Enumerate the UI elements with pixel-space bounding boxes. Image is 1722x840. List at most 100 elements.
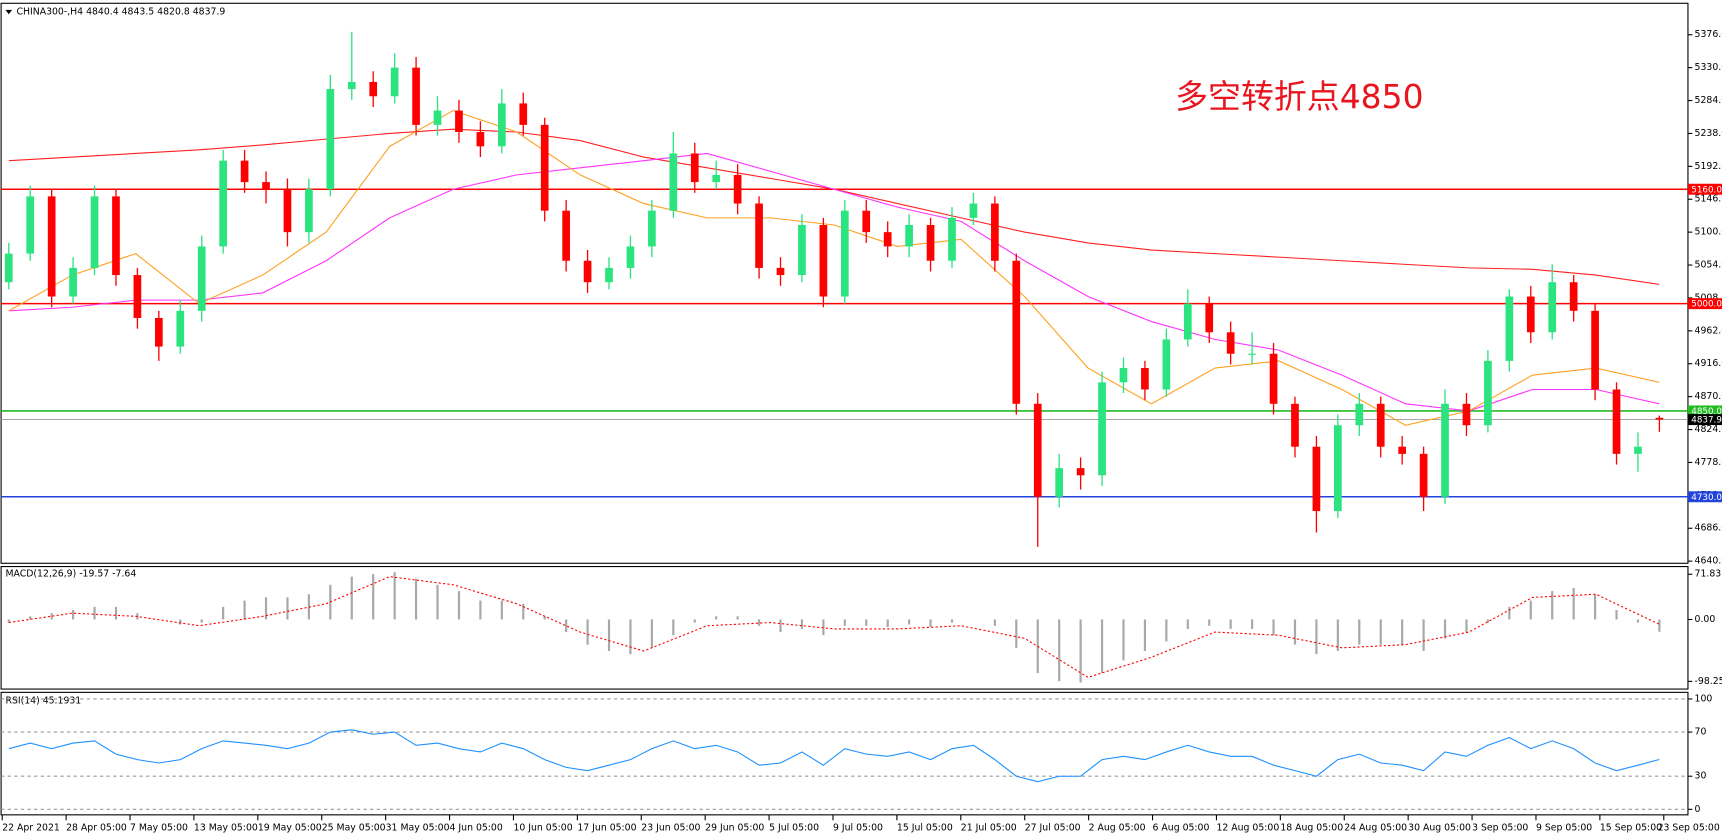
macd-bar [1379,619,1382,645]
candle-body [1462,403,1471,426]
macd-bar [393,572,396,620]
candle-body [840,210,849,297]
macd-bar [607,619,611,651]
y-tick-label: 5284.0 [1695,95,1722,106]
macd-bar [414,578,418,620]
x-tick-label: 3 Sep 05:00 [1472,822,1528,833]
macd-bar [7,619,10,623]
candle-body [1055,468,1064,497]
candle-body [1205,303,1214,333]
macd-bar [736,616,739,620]
macd-bar [350,576,353,620]
macd-bar [586,619,589,645]
y-tick-label: 100 [1695,693,1713,704]
macd-bar [200,619,203,623]
candle-body [412,67,420,125]
macd-bar [1465,619,1468,633]
macd-bar [1122,619,1125,661]
macd-bar [1229,619,1232,629]
macd-bar [286,597,289,620]
candle-body [1312,446,1321,512]
y-tick-label: 0 [1695,804,1701,815]
macd-bar [29,616,32,620]
macd-bar [243,600,246,620]
y-tick-label: 4824.0 [1695,424,1722,435]
x-tick-label: 22 Apr 2021 [2,822,60,833]
macd-bar [800,619,804,629]
y-tick-label: 5192.0 [1695,161,1722,172]
macd-bar [372,574,375,620]
macd-bar [757,619,761,626]
macd-bar [1401,619,1404,645]
macd-bar [1358,619,1361,645]
candle-body [819,224,828,297]
x-tick-label: 21 Jul 05:00 [961,822,1017,833]
y-tick-label: 4640.0 [1695,556,1722,567]
macd-bar [865,619,868,626]
annotation: 多空转折点4850 [1175,77,1423,116]
macd-bar [1658,619,1661,632]
moving-average [8,152,1660,412]
macd-bar [908,619,911,625]
rsi-line [8,729,1660,783]
x-tick-label: 5 Jul 05:00 [769,822,819,833]
y-tick-label: -98.25 [1695,676,1722,687]
x-tick-label: 10 Jun 05:00 [513,822,572,833]
menu-arrow[interactable] [5,9,13,15]
candle-body [605,267,613,283]
candle-body [497,103,506,147]
candle-body [1484,360,1492,426]
macd-bar [1572,587,1575,620]
candle-body [47,196,56,297]
macd-bar [650,619,653,648]
candle-body [991,203,999,261]
y-tick-label: 30 [1695,771,1707,782]
macd-bar [1422,619,1425,651]
macd-bar [672,619,675,636]
y-tick-label: 5146.0 [1695,194,1722,205]
candle-body [240,160,249,183]
candle-body [1419,453,1428,497]
x-tick-label: 4 Jun 05:00 [450,822,503,833]
candle-body [1248,353,1256,355]
candle-body [1334,425,1342,512]
candle-body [326,89,335,190]
macd-label: MACD(12,26,9) -19.57 -7.64 [5,569,136,580]
macd-bar [1615,610,1618,620]
candle-body [112,196,120,276]
candle-body [712,174,721,183]
candle-body [669,153,678,211]
macd-bar [1293,619,1297,645]
macd-bar [1079,619,1082,683]
candle-body [583,260,592,283]
candle-body [626,246,635,268]
macd-bar [93,606,96,620]
candle-body [1548,282,1557,333]
macd-bar [543,616,546,620]
macd-bar [993,619,996,626]
macd-bar [457,591,461,620]
macd-signal [8,576,1660,678]
x-tick-label: 12 Aug 05:00 [1216,822,1279,833]
x-tick-label: 15 Sep 05:00 [1600,822,1662,833]
macd-bar [715,616,718,620]
y-tick-label: 5330.0 [1695,62,1722,73]
x-tick-label: 23 Sep 05:00 [1658,822,1720,833]
rsi-panel [0,691,1689,816]
candle-body [1634,446,1642,454]
macd-bar [500,600,503,620]
candle-body [90,196,99,268]
candle-body [969,203,978,218]
x-tick-label: 30 Aug 05:00 [1408,822,1471,833]
price-level-label: 4850.0 [1691,407,1722,417]
x-tick-label: 24 Aug 05:00 [1344,822,1407,833]
macd-bar [629,619,632,655]
y-tick-label: 4778.0 [1695,457,1722,468]
candle-body [733,174,742,204]
candle-body [26,196,35,254]
x-tick-label: 25 May 05:00 [322,822,386,833]
candle-body [776,267,785,276]
macd-bar [1443,619,1447,639]
macd-bar [71,610,75,620]
candle-body [648,210,656,247]
